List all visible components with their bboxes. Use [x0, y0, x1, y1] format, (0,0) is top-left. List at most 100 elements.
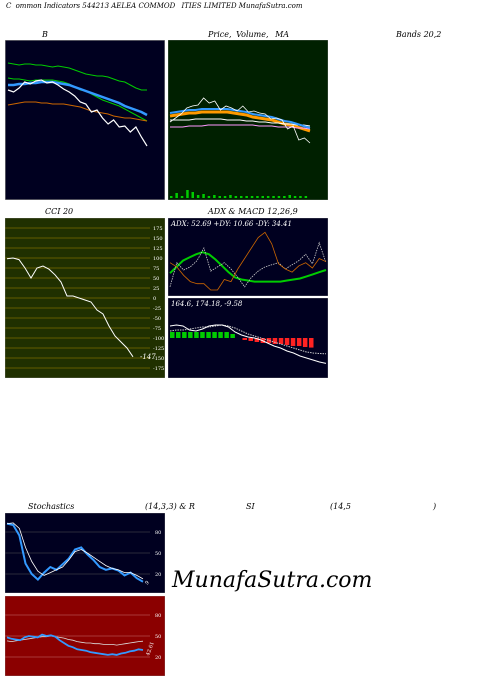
adx-line [169, 251, 327, 283]
volume-bar [245, 196, 248, 198]
volume-bar [229, 195, 232, 198]
volume-bar [283, 196, 286, 198]
volume-bar [207, 196, 211, 198]
cci-tick-label: -50 [153, 316, 161, 322]
stoch-value-label: 9 [144, 580, 150, 586]
rsi-params: (14,5 [330, 502, 351, 511]
bollinger-upper-envelope [7, 62, 147, 91]
adx-panel: ADX: 52.69 +DY: 10.66 -DY: 34.41 [168, 218, 328, 296]
stochastics-panel: 80 50 20 9 [5, 513, 165, 593]
macd-histogram-bar [224, 332, 229, 338]
cci-tick-label: 0 [153, 296, 156, 302]
macd-histogram-bar [278, 338, 284, 344]
cci-panel: 175 150 125 100 75 50 25 0 -25 -50 -75 -100 -125 -150… [5, 218, 165, 378]
stoch-tick-label: 50 [155, 551, 161, 557]
price-title-part-1: Price, [208, 30, 232, 39]
volume-bar [180, 196, 184, 198]
rsi-tick-label: 20 [155, 655, 161, 661]
macd-histogram-bar [206, 332, 211, 338]
bollinger-price-line [7, 79, 148, 147]
macd-histogram-bar [176, 332, 181, 338]
title-part-2: ommon Indicators 544213 AELEA COMMOD [15, 2, 176, 10]
cci-line [6, 257, 134, 358]
volume-bar [213, 195, 216, 198]
volume-bar [240, 196, 243, 198]
macd-histogram-bar [266, 338, 272, 343]
macd-histogram-bar [309, 338, 314, 348]
macd-panel: 164.6, 174.18, -9.58 [168, 298, 328, 378]
price-title: Price, Volume, MA [208, 30, 289, 39]
volume-bar [304, 196, 308, 198]
cci-tick-label: 75 [153, 266, 159, 272]
macd-histogram-bar [218, 332, 223, 338]
cci-tick-label: 100 [153, 256, 163, 262]
macd-histogram-bar [212, 332, 217, 338]
adx-macd-title: ADX & MACD 12,26,9 [208, 207, 298, 216]
price-volume-ma-panel [168, 40, 328, 200]
volume-bar [266, 196, 270, 198]
volume-bar [272, 196, 275, 198]
cci-tick-label: -75 [153, 326, 161, 332]
price-title-part-3: MA [275, 30, 290, 39]
macd-histogram-bar [284, 338, 290, 345]
cci-tick-label: 125 [153, 246, 163, 252]
rsi-title: SI [246, 502, 255, 511]
cci-tick-label: -25 [153, 306, 161, 312]
plus-di-line [169, 241, 327, 288]
volume-bar [288, 195, 291, 198]
macd-histogram-bar [290, 338, 296, 346]
volume-bar [223, 196, 227, 198]
volume-bar [277, 196, 281, 198]
stochastics-params: (14,3,3) & R [145, 502, 195, 511]
minus-di-line [169, 231, 327, 291]
rsi-average-line [6, 635, 144, 646]
title-part-1: C [6, 2, 12, 10]
cci-tick-label: 150 [153, 236, 163, 242]
cci-tick-label: 25 [153, 286, 159, 292]
cci-tick-label: 50 [153, 276, 159, 282]
macd-histogram-bar [272, 338, 278, 344]
stoch-k-line [6, 522, 144, 583]
macd-histogram-bar [254, 338, 260, 342]
stoch-tick-label: 80 [155, 530, 161, 536]
macd-histogram-bar [296, 338, 302, 346]
cci-tick-label: 175 [153, 226, 163, 232]
bollinger-title: B [42, 30, 48, 39]
bollinger-panel [5, 40, 165, 200]
volume-bar [293, 196, 297, 198]
watermark: MunafaSutra.com [172, 568, 373, 593]
chart-title: C ommon Indicators 544213 AELEA COMMOD I… [6, 2, 303, 10]
volume-bar [175, 193, 178, 198]
rsi-line [6, 633, 144, 656]
volume-bar [202, 194, 205, 198]
cci-value-label: -147 [140, 353, 156, 361]
macd-histogram-bar [230, 334, 235, 338]
title-part-3: ITIES LIMITED MunafaSutra.com [181, 2, 303, 10]
rsi-value-label: 42.61 [145, 641, 156, 657]
bollinger-lower-band [7, 101, 148, 122]
price-title-part-2: Volume, [236, 30, 269, 39]
macd-histogram-bar [170, 332, 175, 338]
volume-bar [170, 196, 173, 198]
cci-tick-label: -175 [153, 366, 164, 372]
macd-histogram-bar [200, 332, 205, 338]
volume-bar [250, 196, 254, 198]
macd-readout: 164.6, 174.18, -9.58 [171, 300, 243, 308]
stoch-d-line [6, 522, 144, 580]
volume-bar [261, 196, 264, 198]
macd-histogram-bar [182, 332, 187, 338]
cci-tick-label: -100 [153, 336, 164, 342]
macd-histogram-bar [302, 338, 308, 347]
cci-tick-label: -125 [153, 346, 164, 352]
macd-histogram-bar [194, 332, 199, 338]
volume-bar [186, 190, 189, 198]
macd-histogram-bar [188, 332, 193, 338]
macd-histogram-bar [242, 338, 247, 340]
macd-histogram-bar [248, 338, 253, 341]
volume-bar [299, 196, 302, 198]
volume-bar [191, 192, 194, 198]
ma-line-white [170, 118, 311, 127]
rsi-tick-label: 50 [155, 634, 161, 640]
rsi-params-close: ) [433, 502, 437, 511]
bands-title: Bands 20,2 [396, 30, 442, 39]
